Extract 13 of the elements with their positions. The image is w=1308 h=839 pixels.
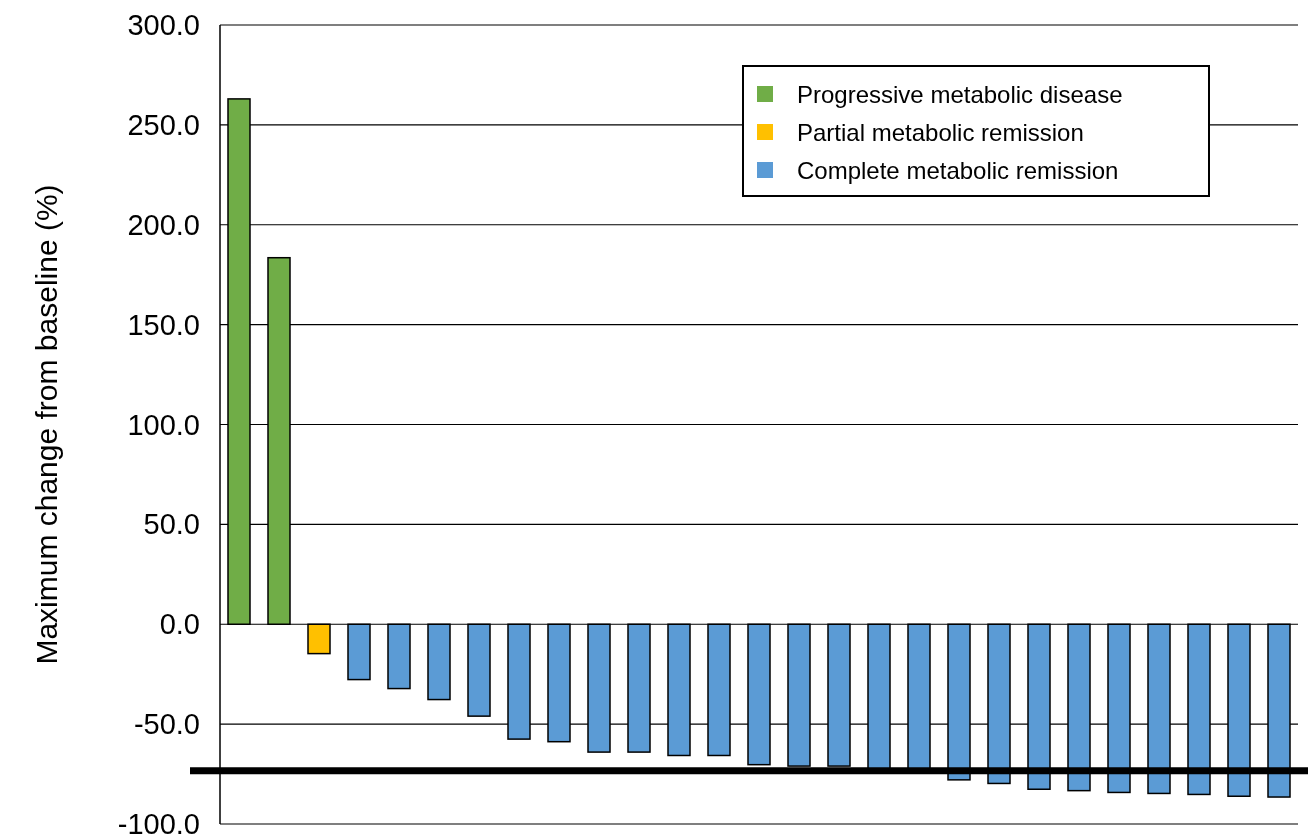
y-tick-label: 150.0	[127, 308, 200, 341]
y-axis-title: Maximum change from baseline (%)	[29, 184, 63, 665]
y-tick-label: -50.0	[133, 708, 200, 741]
y-tick-label: -100.0	[117, 808, 200, 839]
y-tick-label: 100.0	[127, 408, 200, 441]
legend-label: Partial metabolic remission	[797, 118, 1084, 146]
y-tick-label: 300.0	[127, 9, 200, 41]
y-tick-label: 200.0	[127, 208, 200, 241]
y-tick-label: 50.0	[143, 508, 200, 541]
y-tick-label: 0.0	[159, 608, 200, 641]
legend-label: Complete metabolic remission	[797, 156, 1119, 184]
y-tick-label: 250.0	[127, 108, 200, 141]
legend-label: Progressive metabolic disease	[797, 80, 1123, 108]
